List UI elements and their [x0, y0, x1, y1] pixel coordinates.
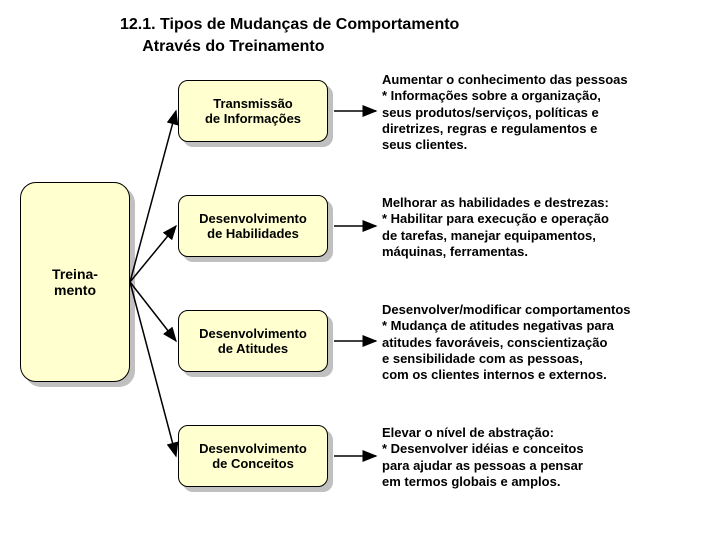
branch-label: Desenvolvimento de Habilidades	[199, 211, 307, 241]
branch-node-habilidades: Desenvolvimento de Habilidades	[178, 195, 328, 257]
branch-label: Desenvolvimento de Atitudes	[199, 326, 307, 356]
branch-desc-conceitos: Elevar o nível de abstração: * Desenvolv…	[382, 425, 584, 490]
node-face: Desenvolvimento de Atitudes	[178, 310, 328, 372]
title-line1: 12.1. Tipos de Mudanças de Comportamento	[120, 16, 459, 33]
branch-node-transmissao: Transmissão de Informações	[178, 80, 328, 142]
node-face: Desenvolvimento de Habilidades	[178, 195, 328, 257]
arrow-root-to-atitudes	[130, 282, 176, 341]
branch-node-conceitos: Desenvolvimento de Conceitos	[178, 425, 328, 487]
arrow-root-to-conceitos	[130, 282, 176, 456]
arrow-root-to-habilidades	[130, 226, 176, 282]
branch-node-atitudes: Desenvolvimento de Atitudes	[178, 310, 328, 372]
branch-label: Desenvolvimento de Conceitos	[199, 441, 307, 471]
root-node-treinamento: Treina- mento	[20, 182, 130, 382]
title-line2: Através do Treinamento	[142, 38, 324, 55]
node-face: Transmissão de Informações	[178, 80, 328, 142]
branch-desc-transmissao: Aumentar o conhecimento das pessoas * In…	[382, 72, 628, 153]
branch-desc-habilidades: Melhorar as habilidades e destrezas: * H…	[382, 195, 609, 260]
root-label: Treina- mento	[52, 266, 98, 298]
node-face: Desenvolvimento de Conceitos	[178, 425, 328, 487]
branch-desc-atitudes: Desenvolver/modificar comportamentos * M…	[382, 302, 631, 383]
node-face: Treina- mento	[20, 182, 130, 382]
branch-label: Transmissão de Informações	[205, 96, 301, 126]
arrow-root-to-transmissao	[130, 111, 176, 282]
diagram-title: 12.1. Tipos de Mudanças de Comportamento…	[120, 14, 459, 57]
